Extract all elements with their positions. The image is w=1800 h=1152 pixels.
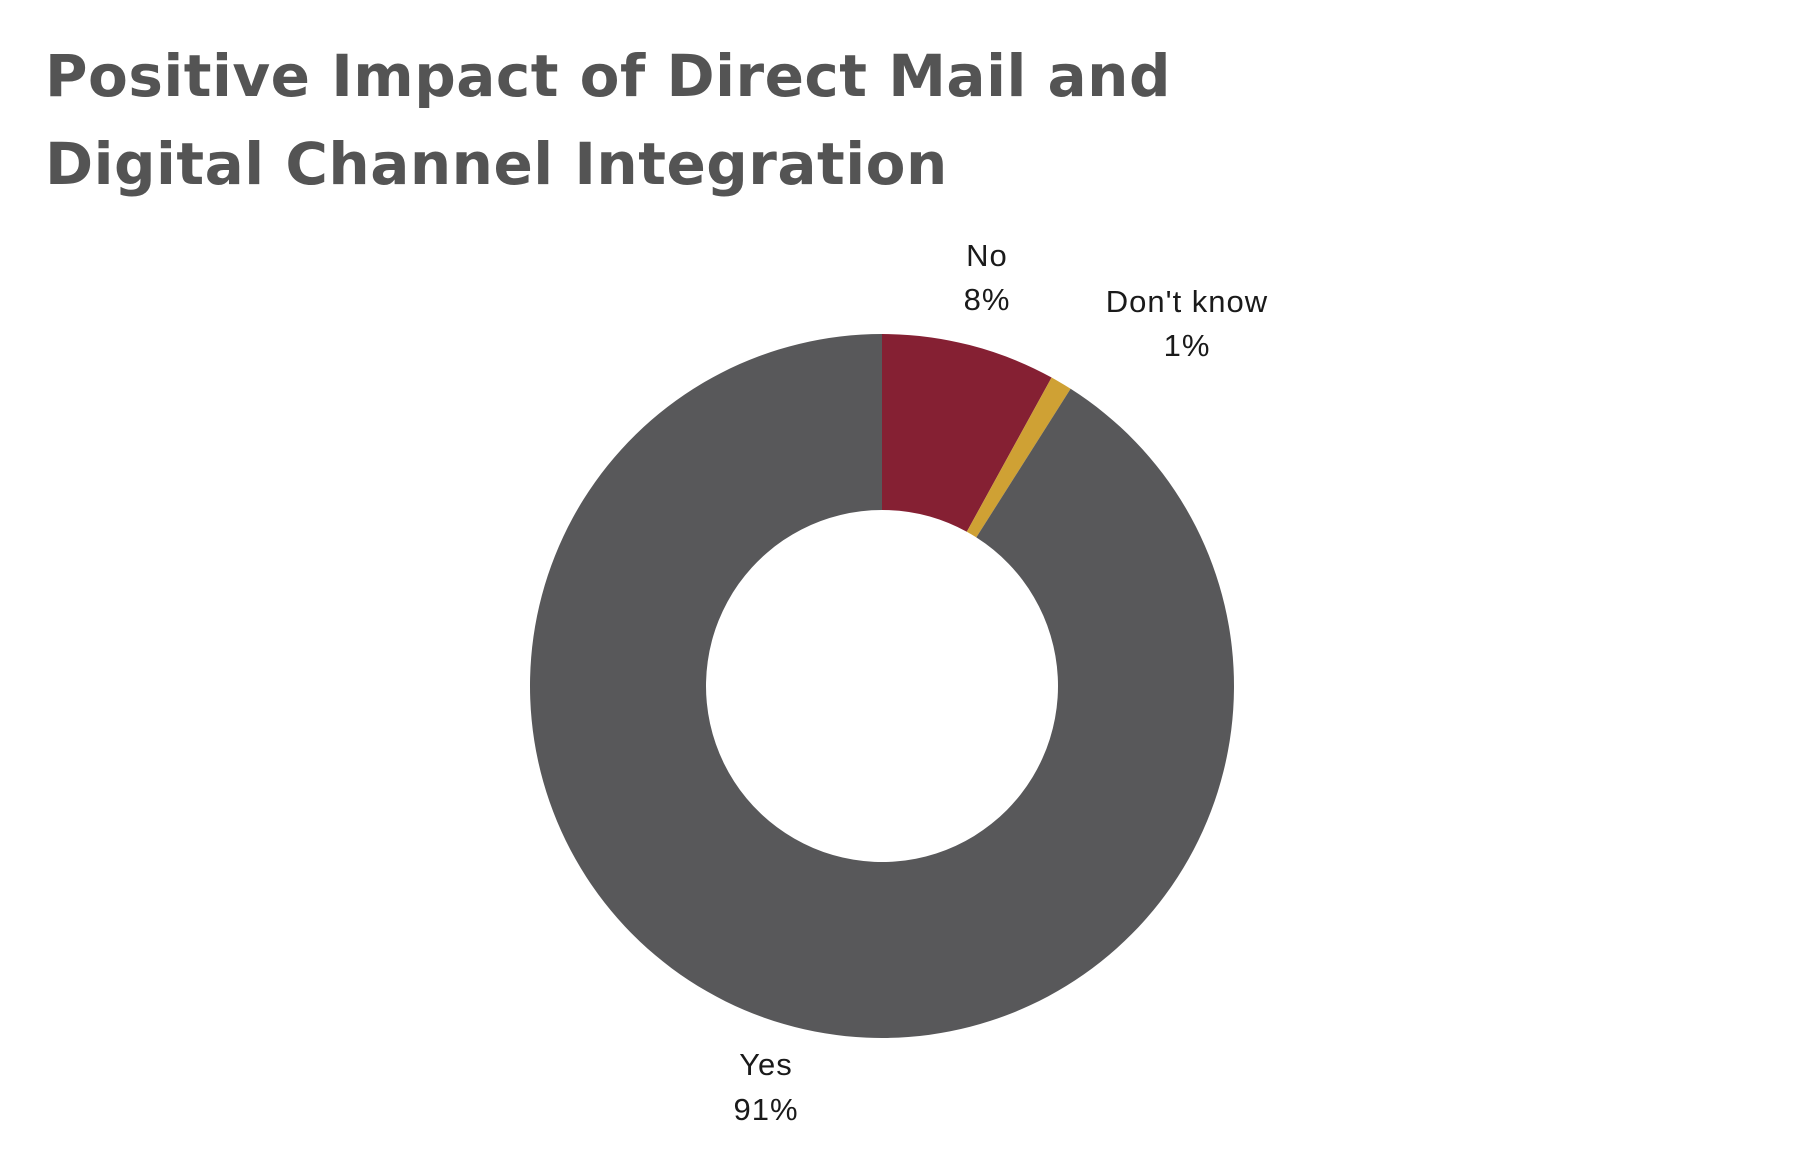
- slice-value-yes: 91%: [733, 1092, 798, 1127]
- slice-label-no: No: [966, 238, 1008, 273]
- slice-don-t-know: [966, 377, 1071, 538]
- slice-value-no: 8%: [964, 282, 1011, 317]
- slice-no: [882, 334, 1052, 532]
- slice-yes: [530, 334, 1235, 1038]
- slice-labels: No 8% Don't know 1% Yes 91%: [733, 238, 1268, 1127]
- donut-slices: [530, 334, 1235, 1038]
- chart-title-line-1: Positive Impact of Direct Mail and: [45, 42, 1171, 110]
- slice-value-don-t-know: 1%: [1164, 328, 1211, 363]
- chart-title: Positive Impact of Direct Mail and Digit…: [45, 32, 1171, 208]
- slice-label-don-t-know: Don't know: [1106, 284, 1268, 319]
- slice-label-yes: Yes: [739, 1047, 793, 1082]
- chart-title-line-2: Digital Channel Integration: [45, 130, 948, 198]
